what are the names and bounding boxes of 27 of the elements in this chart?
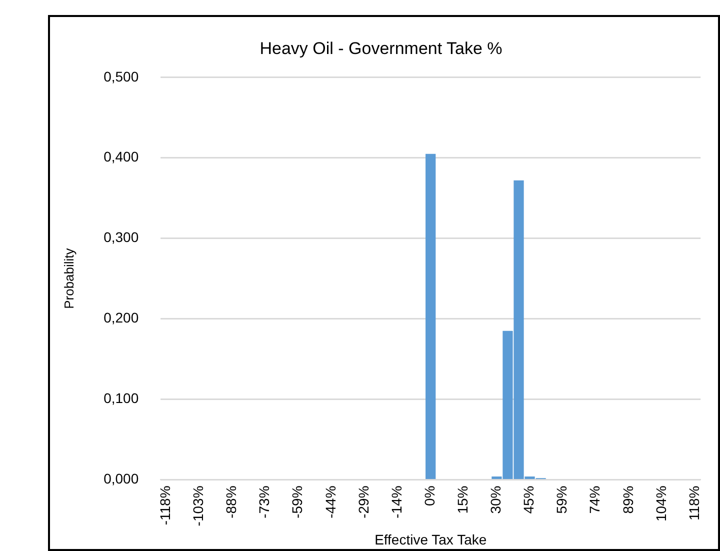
y-tick-label: 0,500 bbox=[104, 68, 139, 84]
x-tick-label: -44% bbox=[322, 486, 338, 518]
x-tick-label: 89% bbox=[620, 486, 636, 514]
x-tick-label: -103% bbox=[190, 486, 206, 526]
x-tick-label: -29% bbox=[355, 486, 372, 518]
x-tick-label: -88% bbox=[223, 486, 240, 518]
x-tick-label: -59% bbox=[289, 486, 306, 518]
y-axis-title: Probability bbox=[61, 248, 76, 309]
bar bbox=[426, 154, 436, 479]
y-tick-label: 0,400 bbox=[104, 148, 139, 165]
x-tick-label: 15% bbox=[454, 486, 471, 514]
x-tick-label: -118% bbox=[157, 486, 174, 526]
x-tick-label: 59% bbox=[554, 486, 570, 514]
x-tick-label: -73% bbox=[256, 486, 272, 518]
y-tick-label: 0,200 bbox=[104, 310, 139, 326]
y-tick-label: 0,300 bbox=[104, 229, 139, 246]
x-tick-label: -14% bbox=[388, 486, 404, 518]
x-tick-label: 118% bbox=[686, 486, 702, 521]
x-tick-label: 104% bbox=[652, 486, 669, 522]
x-tick-label: 30% bbox=[488, 486, 504, 514]
x-tick-label: 45% bbox=[520, 486, 537, 514]
x-tick-label: 74% bbox=[586, 486, 603, 514]
y-tick-label: 0,100 bbox=[104, 390, 139, 406]
y-tick-label: 0,000 bbox=[104, 470, 139, 487]
chart-title: Heavy Oil - Government Take % bbox=[260, 38, 502, 58]
x-tick-label: 0% bbox=[421, 486, 438, 506]
x-axis-title: Effective Tax Take bbox=[374, 531, 487, 548]
